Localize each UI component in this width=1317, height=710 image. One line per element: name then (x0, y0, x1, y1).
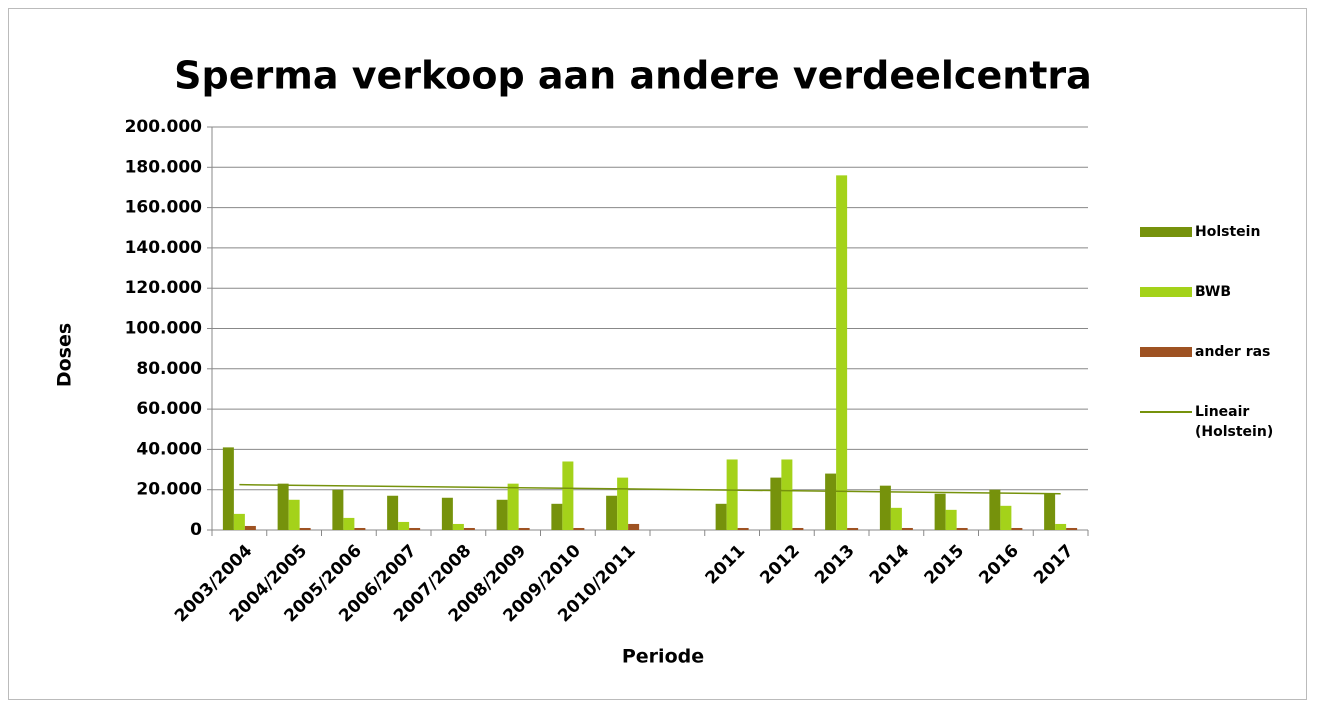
bar (507, 483, 519, 530)
bar (518, 527, 530, 530)
bar (299, 527, 311, 530)
bar (934, 493, 946, 530)
legend-swatch (1140, 227, 1192, 237)
bar (606, 495, 618, 530)
bar (332, 489, 344, 530)
bar (825, 473, 837, 530)
bar (573, 527, 585, 530)
x-tick-label: 2017 (1030, 541, 1078, 589)
bar (617, 477, 629, 530)
bar (441, 497, 453, 530)
legend-swatch (1140, 287, 1192, 297)
bar (551, 503, 563, 530)
bar (233, 513, 245, 530)
bar (398, 521, 410, 530)
bar (222, 447, 234, 530)
y-tick-label: 200.000 (125, 117, 203, 137)
legend-label: ander ras (1195, 344, 1271, 360)
bar (562, 461, 574, 530)
bar (409, 527, 421, 530)
bar (452, 523, 464, 530)
chart-title: Sperma verkoop aan andere verdeelcentra (174, 54, 1092, 98)
bar (770, 477, 782, 530)
bar (1000, 505, 1012, 530)
y-tick-label: 80.000 (136, 359, 202, 379)
x-tick-label: 2016 (975, 541, 1023, 589)
bar (781, 459, 793, 530)
legend-swatch (1140, 411, 1192, 413)
y-tick-label: 0 (190, 520, 202, 540)
x-tick-label: 2013 (811, 541, 859, 589)
bar (879, 485, 891, 530)
y-tick-label: 160.000 (125, 198, 203, 218)
legend-swatch (1140, 347, 1192, 357)
legend-label: Holstein (1195, 224, 1261, 240)
bar (1055, 523, 1067, 530)
y-tick-label: 60.000 (136, 399, 202, 419)
bar (890, 507, 902, 530)
bar (1044, 493, 1056, 530)
bar (737, 527, 749, 530)
bar (989, 489, 1001, 530)
bar (901, 527, 913, 530)
legend-label: BWB (1195, 284, 1232, 300)
bar (792, 527, 804, 530)
bar (387, 495, 399, 530)
bar (726, 459, 738, 530)
trend-line (239, 483, 1061, 495)
y-tick-label: 20.000 (136, 480, 202, 500)
y-tick-label: 180.000 (125, 157, 203, 177)
bar (244, 525, 256, 530)
x-tick-label: 2015 (921, 541, 969, 589)
bar (1011, 527, 1023, 530)
bar (628, 523, 640, 530)
bar (463, 527, 475, 530)
legend-label: Lineair (Holstein) (1195, 404, 1274, 440)
y-tick-label: 120.000 (125, 278, 203, 298)
bar (956, 527, 968, 530)
bar (277, 483, 289, 530)
chart-frame (8, 8, 1307, 700)
y-tick-label: 40.000 (136, 439, 202, 459)
bar (354, 527, 366, 530)
y-tick-label: 140.000 (125, 238, 203, 258)
x-axis-title: Periode (622, 646, 704, 668)
x-tick-label: 2012 (756, 541, 804, 589)
bar (343, 517, 355, 530)
bar (945, 509, 957, 530)
bar (836, 175, 848, 531)
bar (496, 499, 508, 530)
bar (288, 499, 300, 530)
bar (847, 527, 859, 530)
x-tick-label: 2011 (702, 541, 750, 589)
y-tick-label: 100.000 (125, 319, 203, 339)
bar (715, 503, 727, 530)
bar (1066, 527, 1078, 530)
y-axis-title: Doses (54, 323, 76, 387)
x-tick-label: 2014 (866, 541, 914, 589)
